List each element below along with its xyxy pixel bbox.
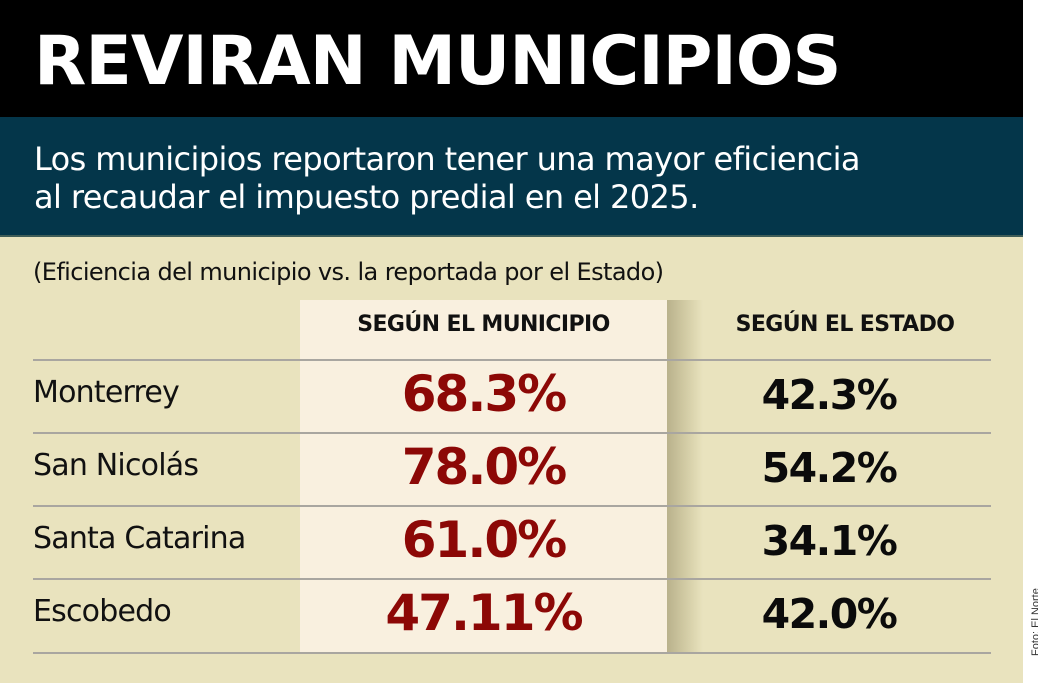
municipio-column-highlight — [300, 300, 667, 653]
segun-municipio-value: 61.0% — [401, 511, 567, 569]
segun-estado-value: 42.3% — [761, 371, 898, 419]
segun-estado-value: 34.1% — [761, 517, 898, 565]
subheadline-line-2: al recaudar el impuesto predial en el 20… — [34, 178, 699, 216]
municipio-name: Escobedo — [33, 594, 172, 629]
divider — [33, 652, 991, 654]
column-header-segun-municipio: SEGÚN EL MUNICIPIO — [357, 312, 610, 337]
table-row: Santa Catarina 61.0% 34.1% — [0, 507, 1023, 579]
subhead-bar: Los municipios reportaron tener una mayo… — [0, 117, 1023, 237]
table-row: Escobedo 47.11% 42.0% — [0, 580, 1023, 652]
headline: REVIRAN MUNICIPIOS — [34, 22, 842, 101]
segun-municipio-value: 47.11% — [385, 584, 583, 642]
divider — [33, 359, 991, 361]
municipio-name: Monterrey — [33, 375, 180, 410]
municipio-name: Santa Catarina — [33, 521, 246, 556]
subheadline: Los municipios reportaron tener una mayo… — [34, 140, 994, 216]
photo-credit: Foto: El Norte — [1030, 588, 1038, 656]
segun-estado-value: 42.0% — [761, 590, 898, 638]
divider — [33, 432, 991, 434]
table-row: Monterrey 68.3% 42.3% — [0, 361, 1023, 433]
column-shadow — [667, 300, 703, 653]
segun-municipio-value: 68.3% — [401, 365, 567, 423]
table-row: San Nicolás 78.0% 54.2% — [0, 434, 1023, 506]
subheadline-line-1: Los municipios reportaron tener una mayo… — [34, 140, 861, 178]
divider — [33, 578, 991, 580]
divider — [33, 505, 991, 507]
column-header-segun-estado: SEGÚN EL ESTADO — [735, 312, 955, 337]
table-note: (Eficiencia del municipio vs. la reporta… — [33, 258, 664, 286]
segun-estado-value: 54.2% — [761, 444, 898, 492]
municipio-name: San Nicolás — [33, 448, 199, 483]
segun-municipio-value: 78.0% — [401, 438, 567, 496]
headline-bar: REVIRAN MUNICIPIOS — [0, 0, 1023, 117]
